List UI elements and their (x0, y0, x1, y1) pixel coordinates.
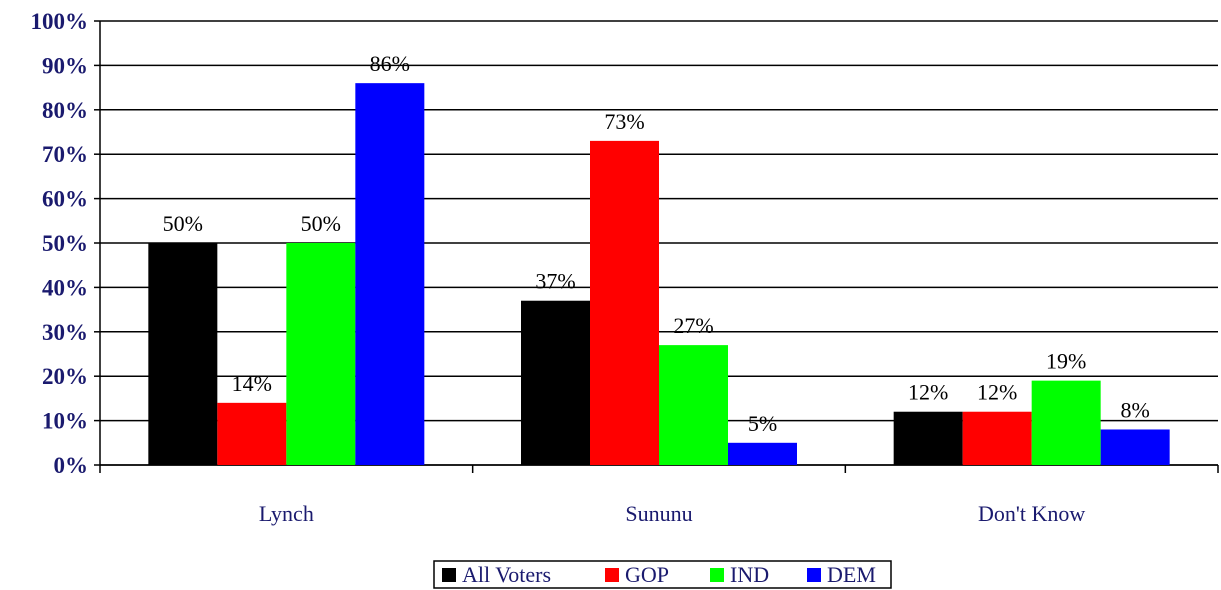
data-label: 37% (535, 269, 575, 294)
data-label: 50% (163, 211, 203, 236)
y-tick-label: 100% (31, 9, 89, 34)
data-label: 12% (977, 380, 1017, 405)
legend-swatch (442, 568, 456, 582)
legend-label: All Voters (462, 562, 551, 587)
data-label: 14% (232, 371, 272, 396)
legend-label: GOP (625, 562, 669, 587)
y-tick-label: 90% (42, 53, 88, 78)
legend-swatch (605, 568, 619, 582)
y-tick-label: 10% (42, 409, 88, 434)
y-tick-label: 50% (42, 231, 88, 256)
bar (286, 243, 356, 465)
y-tick-label: 30% (42, 320, 88, 345)
data-label: 27% (673, 313, 713, 338)
legend-label: DEM (827, 562, 876, 587)
bar (355, 83, 425, 465)
legend-label: IND (730, 562, 769, 587)
x-tick-label: Don't Know (978, 501, 1085, 526)
bar (1031, 380, 1101, 465)
x-tick-label: Lynch (259, 501, 314, 526)
y-tick-label: 60% (42, 187, 88, 212)
legend-swatch (710, 568, 724, 582)
legend-swatch (807, 568, 821, 582)
bar (962, 411, 1032, 465)
bar (217, 402, 287, 465)
bar (148, 243, 218, 465)
y-tick-label: 80% (42, 98, 88, 123)
bar (1100, 429, 1170, 465)
data-label: 86% (370, 51, 410, 76)
bar (521, 300, 590, 465)
y-tick-label: 0% (54, 453, 89, 478)
data-label: 12% (908, 380, 948, 405)
x-tick-label: Sununu (625, 501, 692, 526)
y-tick-label: 20% (42, 364, 88, 389)
data-label: 8% (1121, 397, 1150, 422)
bar (893, 411, 963, 465)
data-label: 73% (604, 109, 644, 134)
bar (590, 140, 659, 465)
bar (659, 345, 728, 465)
data-label: 50% (301, 211, 341, 236)
data-label: 5% (748, 411, 777, 436)
y-tick-label: 70% (42, 142, 88, 167)
y-tick-label: 40% (42, 275, 88, 300)
data-label: 19% (1046, 349, 1086, 374)
bar (728, 442, 797, 465)
